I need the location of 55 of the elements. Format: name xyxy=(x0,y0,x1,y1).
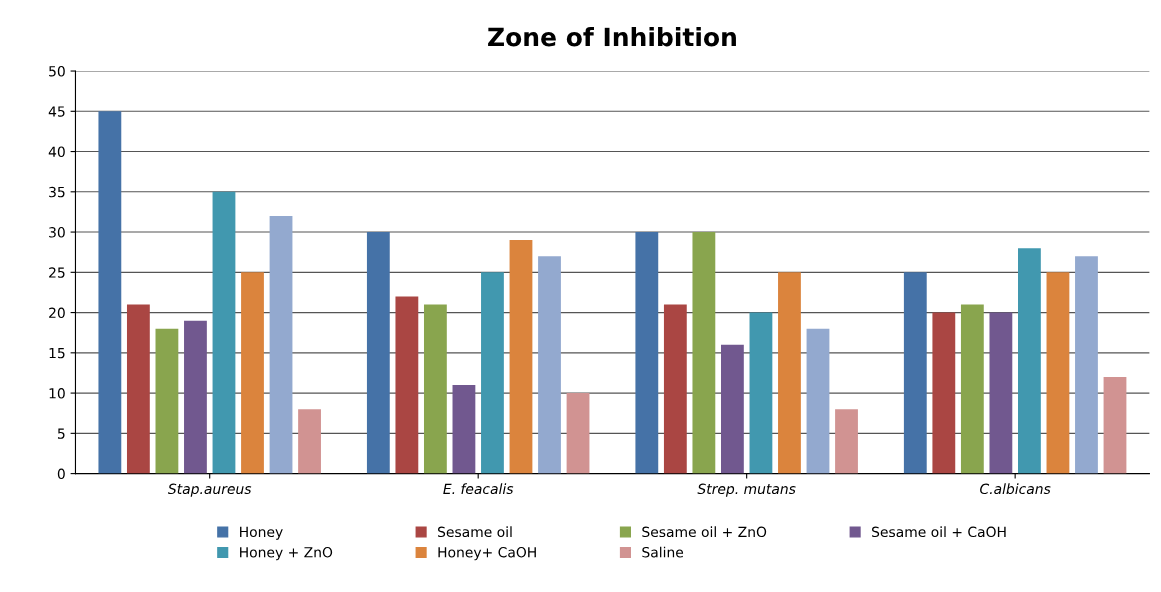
bar xyxy=(126,304,150,474)
y-tick-label: 10 xyxy=(49,388,65,399)
y-tick-label: 35 xyxy=(49,186,65,198)
bar xyxy=(960,304,984,474)
y-tick-label: 0 xyxy=(57,468,65,480)
bar xyxy=(1103,376,1127,474)
legend-label: Saline xyxy=(642,546,684,558)
legend-label: Honey + ZnO xyxy=(240,546,333,561)
bar xyxy=(663,304,687,474)
y-tick-label: 30 xyxy=(49,227,65,238)
y-tick-label: 5 xyxy=(57,428,65,439)
bar xyxy=(1018,248,1041,474)
bar xyxy=(835,409,858,474)
bar xyxy=(932,312,956,474)
y-tick-label: 25 xyxy=(49,267,65,278)
bar xyxy=(366,232,390,474)
y-tick-label: 45 xyxy=(48,106,65,117)
legend-label: Sesame oil + CaOH xyxy=(872,526,1006,538)
bar xyxy=(509,240,533,474)
bar xyxy=(298,409,321,474)
legend-label: Sesame oil + ZnO xyxy=(642,526,767,538)
legend-label: Honey xyxy=(240,526,283,540)
bar xyxy=(806,328,830,474)
y-tick-label: 50 xyxy=(49,66,65,77)
bar xyxy=(749,312,773,474)
bar xyxy=(635,232,659,474)
y-tick-label: 15 xyxy=(49,347,65,359)
bar xyxy=(423,304,447,474)
bar xyxy=(184,320,207,474)
chart-title: Zone of Inhibition xyxy=(488,27,736,47)
y-tick-label: 40 xyxy=(48,146,65,158)
bar xyxy=(452,385,476,474)
bar xyxy=(903,272,927,474)
x-tick-label: Stap.aureus xyxy=(167,483,252,497)
bar xyxy=(241,272,264,474)
bar xyxy=(778,272,801,474)
x-tick-label: E. feacalis xyxy=(443,483,514,495)
bar xyxy=(481,272,504,474)
bar xyxy=(1046,272,1070,474)
bar xyxy=(269,215,293,474)
x-tick-label: C.albicans xyxy=(980,483,1051,495)
bar xyxy=(395,296,419,474)
bar xyxy=(720,344,744,474)
legend-label: Sesame oil xyxy=(438,526,512,538)
y-tick-label: 20 xyxy=(49,307,65,319)
bar xyxy=(155,328,179,474)
bar xyxy=(538,256,561,474)
bar xyxy=(566,393,590,474)
bar xyxy=(98,111,122,474)
x-tick-label: Strep. mutans xyxy=(697,483,796,497)
bar xyxy=(1075,256,1098,474)
bar xyxy=(212,191,236,474)
bar xyxy=(989,312,1013,474)
legend-label: Honey+ CaOH xyxy=(438,546,536,561)
bar xyxy=(692,232,716,474)
